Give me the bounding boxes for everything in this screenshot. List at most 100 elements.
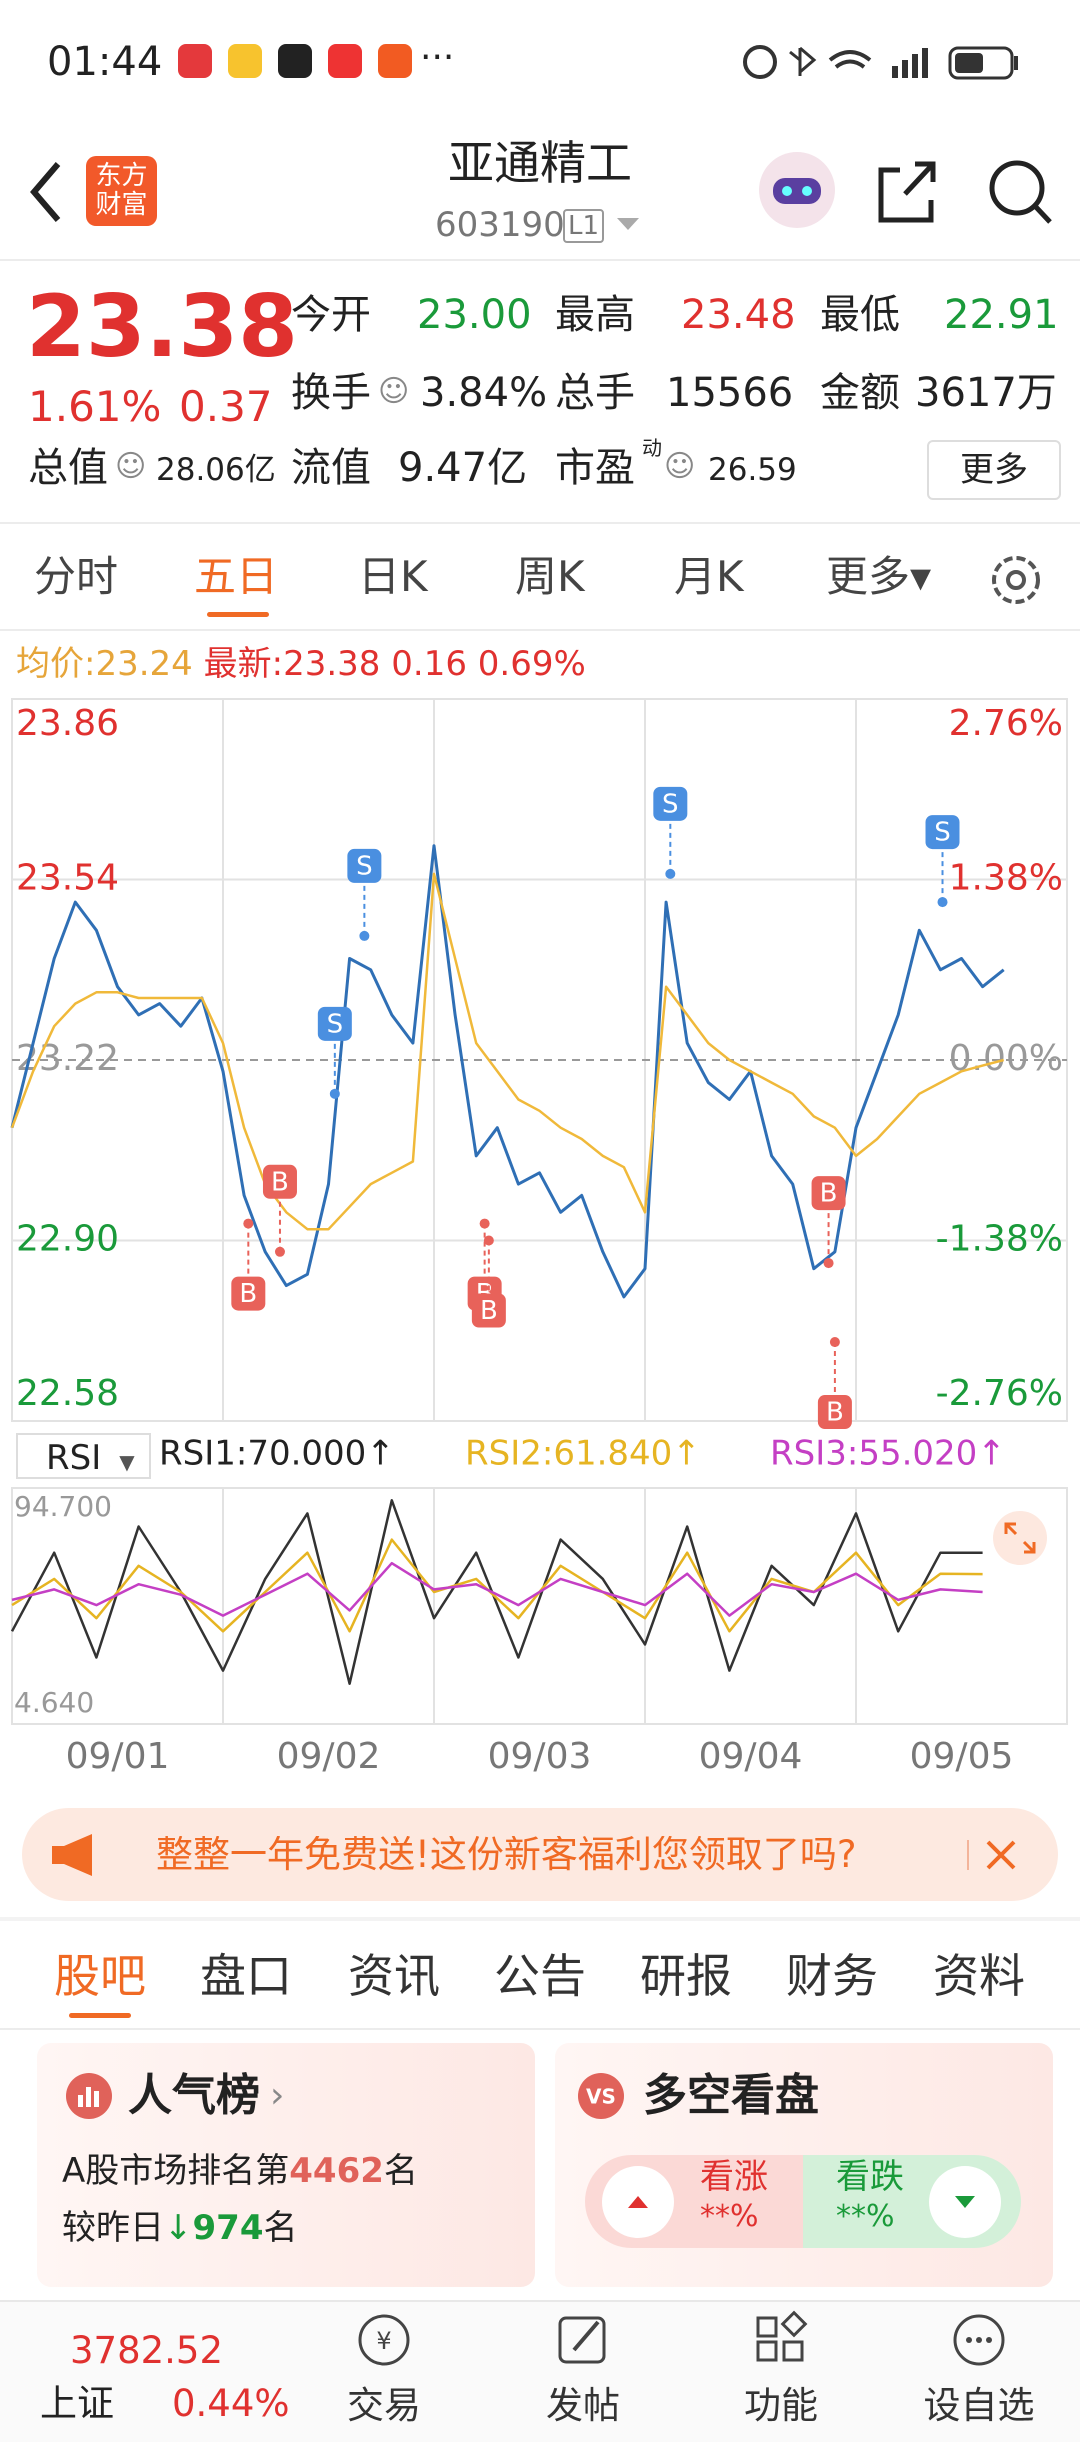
subtab[interactable]: 股吧 [54, 1949, 146, 2003]
y2-tick-label: 0.00% [949, 1038, 1063, 1079]
down-label: 看跌 [836, 2157, 904, 2197]
last-label: 最新: [203, 644, 284, 684]
nav-icons: ¥ [358, 2310, 1005, 2366]
expand-button[interactable] [992, 1510, 1048, 1566]
nav-item[interactable]: 发帖 [546, 2384, 620, 2427]
marker-dot [937, 897, 948, 908]
down-arrow: ↓ [164, 2208, 193, 2248]
field-value: 23.00 [417, 292, 532, 338]
nav-item[interactable]: 功能 [744, 2384, 818, 2427]
y-tick-label: 22.90 [16, 1219, 119, 1260]
text: 名 [263, 2208, 298, 2248]
promo-banner[interactable] [22, 1808, 1058, 1901]
dropdown-caret[interactable] [615, 214, 641, 234]
close-button[interactable] [966, 1832, 1026, 1878]
more-icons: ··· [420, 37, 455, 78]
change: 0.16 [391, 644, 467, 684]
settings-icon[interactable] [988, 552, 1044, 608]
info-icon[interactable]: ☺ [378, 374, 410, 409]
subtab[interactable]: 研报 [640, 1949, 732, 2003]
field-label: 最低 [820, 292, 900, 338]
banner-text: 整整一年免费送!这份新客福利您领取了吗? [156, 1836, 857, 1873]
indicator-select[interactable]: RSI ▼ [16, 1433, 151, 1479]
marker-badge [925, 815, 960, 850]
rank: 4462 [289, 2151, 384, 2191]
plot-frame [11, 1487, 1068, 1725]
field-value: 9.47亿 [398, 445, 528, 491]
up-percent: **% [700, 2199, 759, 2234]
avg-label: 均价: [16, 644, 96, 684]
marker-label: B [480, 1296, 498, 1326]
logo-text: 财富 [95, 190, 148, 220]
index-percent: 0.44% [172, 2382, 290, 2425]
subtab[interactable]: 财务 [786, 1949, 878, 2003]
field-value: 22.91 [944, 292, 1059, 338]
field-value: 3617万 [915, 370, 1057, 416]
tab[interactable]: 周K [515, 552, 585, 601]
field-value: 15566 [666, 370, 794, 416]
avg-value: 23.24 [95, 644, 193, 684]
nav-item[interactable]: 交易 [347, 2384, 421, 2427]
tab[interactable]: 分时 [34, 552, 119, 601]
delta: 974 [192, 2208, 264, 2248]
field-label: 流值 [291, 445, 371, 491]
down-button[interactable] [925, 2162, 1005, 2242]
y2-tick-label: -1.38% [936, 1219, 1063, 1260]
legend-entry: RSI3:55.020↑ [770, 1434, 1006, 1474]
bottom-nav [0, 2300, 1080, 2442]
rank-line: A股市场排名第4462名 [62, 2154, 418, 2188]
y2-tick-label: -2.76% [936, 1373, 1063, 1414]
tab[interactable]: 更多▾ [826, 552, 932, 601]
chart: 23.8623.5423.2222.9022.582.76%1.38%0.00%… [10, 698, 1068, 1777]
tab-active[interactable]: 五日 [194, 552, 279, 601]
marker-label: B [820, 1179, 838, 1209]
header-icons[interactable] [755, 150, 1055, 230]
subtab[interactable]: 资料 [933, 1949, 1025, 2003]
field-label: 市盈 [555, 445, 635, 491]
last-price: 23.38 [26, 277, 299, 377]
field-label: 金额 [820, 370, 900, 416]
field-value: 28.06亿 [156, 452, 276, 488]
field-value: 23.48 [681, 292, 796, 338]
indicator: RSI [46, 1438, 102, 1478]
marker-label: B [239, 1279, 257, 1309]
more-button[interactable]: 更多 [927, 440, 1061, 500]
marker-badge [817, 1395, 852, 1430]
subtab[interactable]: 盘口 [200, 1949, 292, 2003]
subtab[interactable]: 公告 [494, 1949, 586, 2003]
field-sup: 动 [642, 436, 662, 460]
y-tick-label: 22.58 [16, 1373, 119, 1414]
x-tick-label: 09/05 [910, 1736, 1014, 1777]
stock-code: 603190 [435, 205, 565, 245]
up-button[interactable] [598, 2162, 678, 2242]
field-label: 换手 [291, 370, 371, 416]
field-label: 总值 [28, 445, 108, 491]
change-percent: 1.61% [28, 382, 162, 431]
percent: 0.69% [477, 644, 586, 684]
text: 较昨日 [62, 2208, 164, 2248]
marker-dot [359, 930, 370, 941]
subtab[interactable]: 资讯 [348, 1949, 440, 2003]
x-tick-label: 09/02 [277, 1736, 381, 1777]
series-line [11, 1561, 983, 1617]
marker-badge [317, 1006, 352, 1041]
popularity-card[interactable] [37, 2043, 535, 2287]
legend-entry: RSI1:70.000↑ [159, 1434, 395, 1474]
text: 名 [383, 2151, 418, 2191]
marker-dot [665, 868, 676, 879]
marker-badge [653, 786, 688, 821]
y2-tick-label: 1.38% [949, 858, 1063, 899]
clock: 01:44 [47, 39, 163, 85]
index-value[interactable]: 3782.52 [70, 2329, 224, 2372]
down-percent: **% [836, 2199, 895, 2234]
marker-dot [829, 1337, 840, 1348]
nav-item[interactable]: 设自选 [923, 2384, 1035, 2427]
level-badge: L1 [563, 209, 605, 243]
info-icon[interactable]: ☺ [664, 449, 696, 484]
svg-text:VS: VS [586, 2085, 616, 2109]
x-tick-label: 09/01 [66, 1736, 170, 1777]
back-button[interactable] [26, 160, 66, 224]
tab[interactable]: 月K [674, 552, 744, 601]
tab[interactable]: 日K [358, 552, 428, 601]
info-icon[interactable]: ☺ [115, 449, 147, 484]
